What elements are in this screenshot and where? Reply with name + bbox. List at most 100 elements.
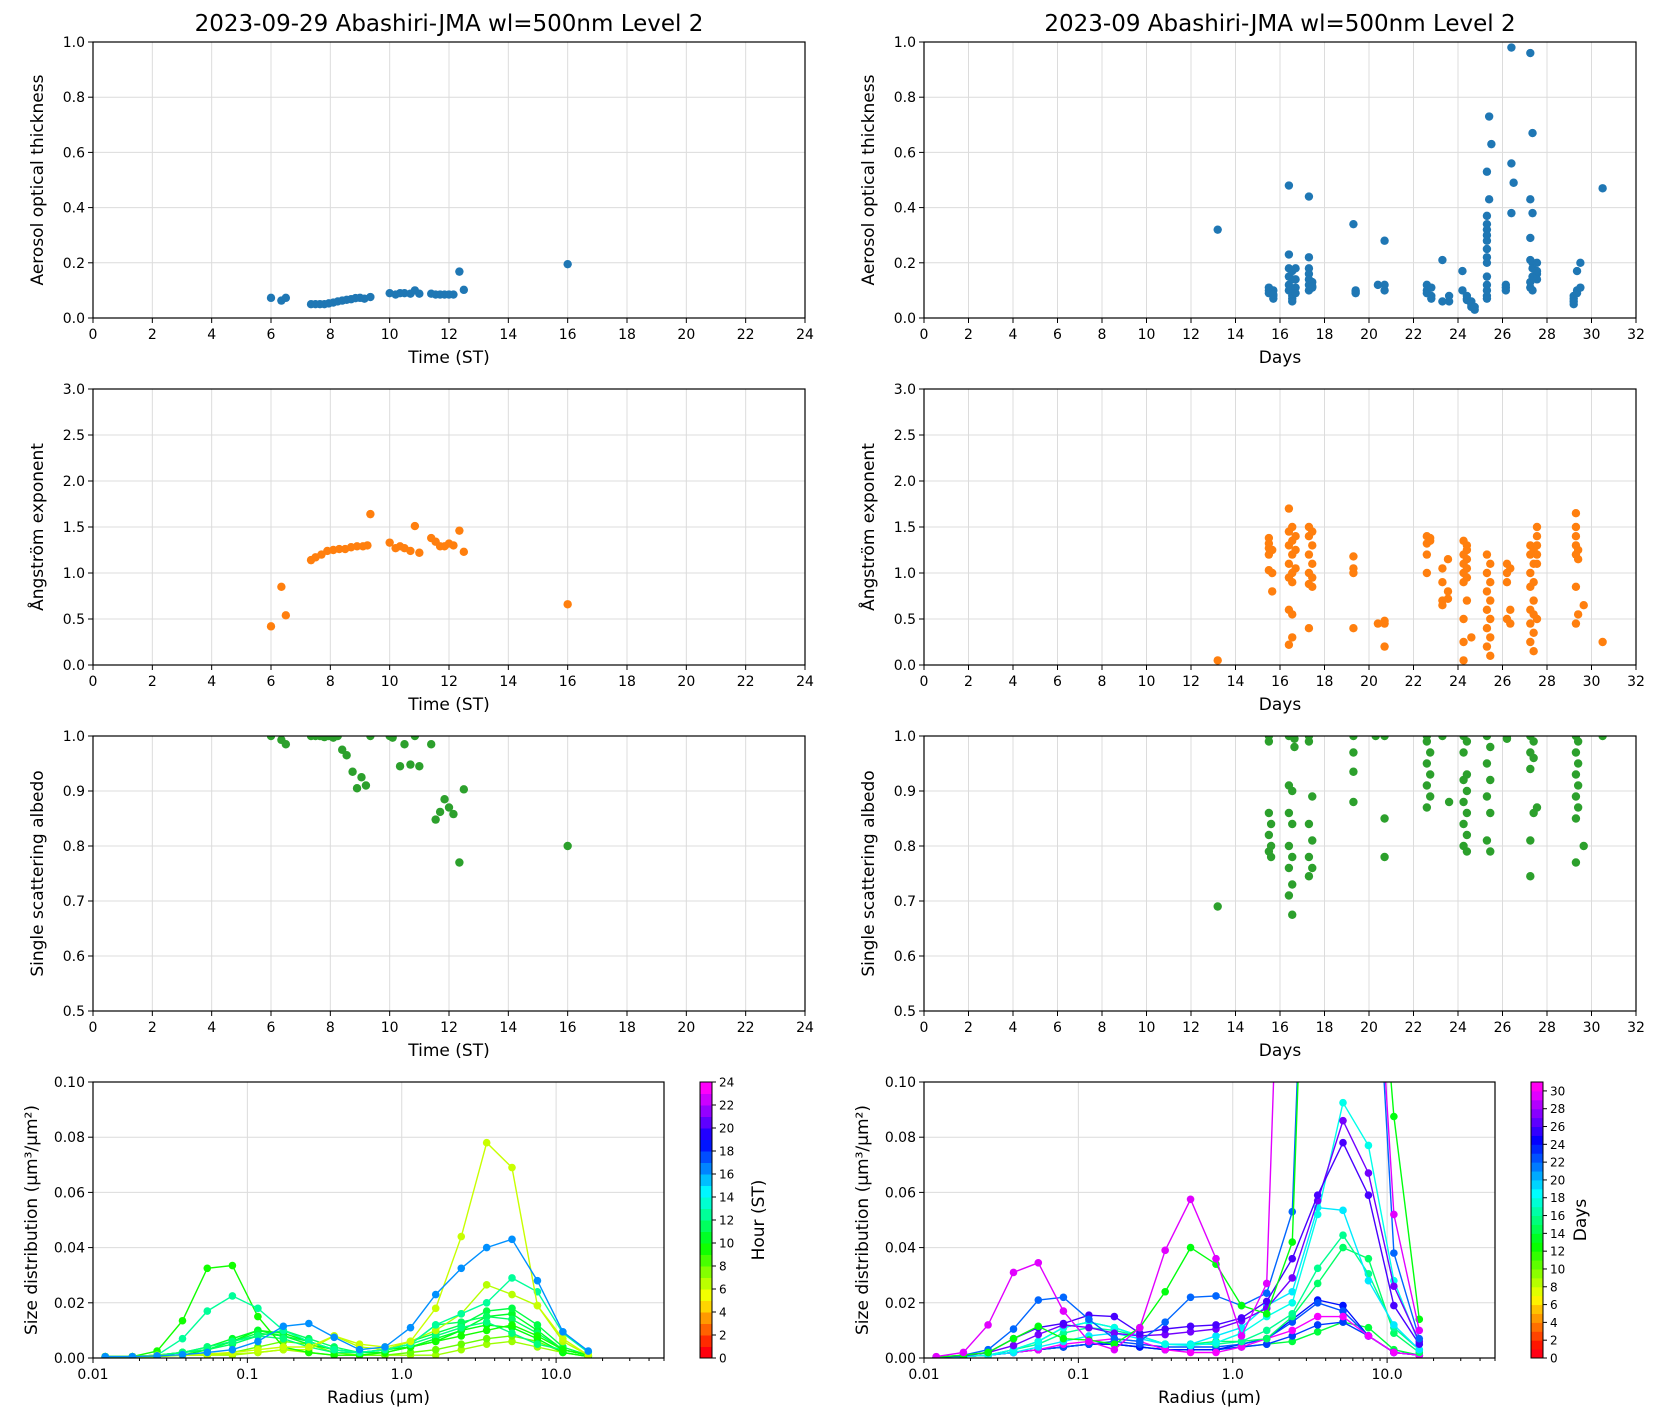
data-point [444,803,454,812]
colorbar-band [1531,1090,1543,1101]
x-tick-label: 30 [1583,327,1601,343]
colorbar-band [700,1139,712,1152]
data-point [1470,302,1479,312]
data-point [1506,619,1515,628]
data-point [1373,280,1383,290]
colorbar-tick-label: 20 [1550,1173,1565,1187]
size-distribution-point [559,1334,567,1343]
data-point [1308,863,1317,873]
data-point [1264,808,1274,818]
x-tick-label: 12 [1182,327,1200,343]
x-tick-label: 22 [737,1020,755,1036]
data-point [1529,753,1538,763]
data-point [1288,610,1297,619]
data-point [1571,748,1581,757]
colorbar-band [1531,1242,1543,1252]
y-tick-label: 0.6 [894,949,916,965]
y-tick-label: 2.0 [894,474,916,490]
size-distribution-point [1365,802,1373,810]
x-tick-label: 2 [148,1020,157,1036]
data-point [1304,872,1314,881]
colorbar-band [700,1082,712,1094]
x-tick-label: 16 [1271,674,1289,690]
y-tick-label: 0.6 [63,949,85,965]
colorbar-band [1531,1260,1543,1270]
data-point [455,267,464,276]
colorbar-band [1531,1162,1543,1172]
data-point [1349,552,1358,561]
data-point [449,290,458,299]
size-distribution-point [1161,1287,1169,1296]
data-point [1482,836,1492,845]
colorbar-tick-label: 0 [719,1352,727,1366]
size-distribution-point [1313,1279,1322,1288]
size-distribution-point [1212,1254,1220,1263]
size-distribution-point [228,1292,237,1300]
size-distribution-point [1212,1339,1220,1347]
size-distribution-point [304,1337,313,1346]
x-tick-label: 0 [920,327,929,343]
data-point [1284,250,1294,259]
x-tick-label: 14 [499,674,517,690]
x-tick-label: 16 [1271,327,1289,343]
size-distribution-point [1186,1341,1195,1350]
data-point [1484,195,1494,204]
size-distribution-point [1339,1206,1347,1215]
size-distribution-point [178,1316,187,1325]
size-distribution-point [431,1304,440,1313]
data-point [1373,619,1383,628]
y-tick-label: 0.5 [63,612,85,628]
plot-area [1213,504,1607,665]
size-distribution-point [431,1332,440,1340]
data-point [1462,847,1472,856]
data-point [1425,533,1435,543]
data-point [1529,628,1538,637]
data-point [277,582,286,591]
data-point [1532,275,1542,284]
size-distribution-point [1339,1098,1347,1107]
data-point [1304,852,1314,862]
data-point [1425,770,1435,779]
data-point [1380,236,1389,245]
size-distribution-point [1288,1254,1297,1263]
data-point [342,751,351,760]
data-point [1349,748,1358,757]
panel-1: 0 2 4 6 8 10 12 14 16 18 20 22 24 26 28 30 320.00.20.40.… [859,11,1645,368]
data-point [1571,582,1581,591]
data-point [1462,573,1472,582]
y-tick-label: 3.0 [894,382,916,398]
x-tick-label: 0.1 [236,1367,258,1383]
data-point [1598,736,1607,741]
size-distribution-line [936,1118,1420,1358]
size-distribution-point [1339,1231,1347,1239]
x-tick-label: 24 [796,674,814,690]
data-point [395,762,405,771]
x-tick-label: 10 [1138,1020,1156,1036]
data-point [366,509,375,519]
data-point [427,740,436,749]
colorbar-band [1531,1233,1543,1243]
size-distribution-point [1390,1321,1398,1329]
size-distribution-point [508,1163,516,1172]
size-distribution-point [1364,1323,1373,1332]
x-tick-label: 0 [920,674,929,690]
x-tick-label: 10.0 [541,1367,572,1383]
data-point [1532,522,1542,532]
chart-title: 2023-09-29 Abashiri-JMA wl=500nm Level 2 [195,11,704,37]
data-point [1459,614,1468,624]
data-point [1528,286,1537,295]
size-distribution-point [1288,1332,1297,1340]
size-distribution-point [1365,802,1373,810]
colorbar-band [700,1185,712,1198]
size-distribution-point [153,1351,161,1358]
colorbar-tick-label: 14 [719,1191,734,1205]
x-tick-label: 2 [148,674,157,690]
x-tick-label: 4 [1009,327,1018,343]
size-distribution-point [508,1321,516,1329]
size-distribution-point [1339,1318,1347,1326]
data-point [1349,797,1358,807]
x-tick-label: 0.1 [1067,1367,1089,1383]
y-axis-label: Size distribution (µm³/µm²) [22,1105,42,1335]
data-point [1576,283,1585,292]
